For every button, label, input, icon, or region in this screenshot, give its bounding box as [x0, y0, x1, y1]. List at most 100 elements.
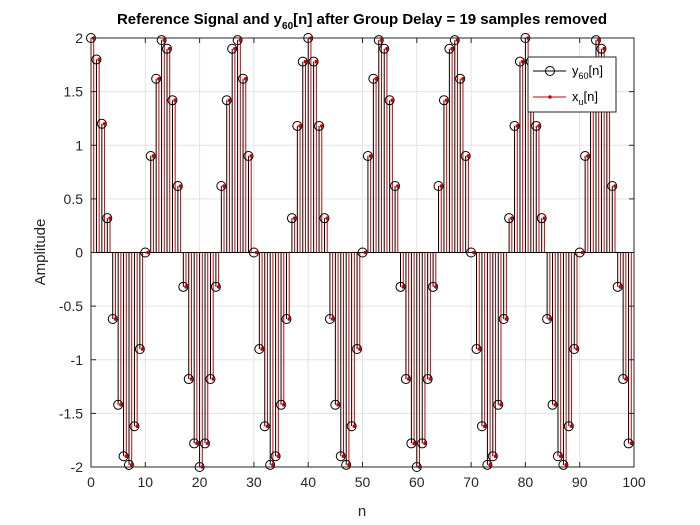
- xu-point: [276, 454, 281, 459]
- xu-point: [390, 98, 395, 103]
- xu-point: [385, 46, 389, 51]
- y-tick-label: -0.5: [59, 298, 83, 314]
- tick-labels: 0 10 20 30 40 50 60 70 80 90 100 -2 -1.5 -1 -0.5 0 0.5 1 1…: [59, 30, 646, 490]
- xu-point: [357, 347, 362, 351]
- x-tick-label: 60: [409, 474, 425, 490]
- y-tick-label: 0: [75, 245, 83, 261]
- stems-layer: [90, 38, 634, 467]
- legend-box: [527, 56, 617, 113]
- xu-point: [184, 285, 188, 289]
- xu-point: [374, 76, 378, 81]
- xu-point: [564, 463, 568, 467]
- xu-point: [412, 441, 416, 446]
- legend-marker-y60: [545, 66, 555, 76]
- x-tick-label: 50: [355, 474, 371, 490]
- xu-point: [336, 402, 340, 407]
- xu-point: [167, 46, 172, 51]
- xu-point: [537, 124, 541, 128]
- x-tick-label: 30: [246, 474, 262, 490]
- xu-point: [243, 76, 248, 81]
- xu-point: [553, 402, 558, 407]
- xu-point: [108, 216, 112, 220]
- xu-point: [281, 402, 286, 407]
- y-tick-label: -1.5: [59, 405, 83, 421]
- xu-point: [303, 59, 308, 64]
- xu-point: [119, 402, 123, 407]
- xu-point: [515, 124, 520, 128]
- x-axis-label: n: [358, 503, 366, 520]
- legend-label-xu: xu[n]: [572, 89, 598, 107]
- xu-point: [368, 154, 373, 158]
- xu-point: [379, 38, 384, 42]
- xu-point: [347, 463, 351, 467]
- xu-point: [124, 454, 129, 459]
- xu-point: [395, 184, 400, 188]
- y-axis-label: Amplitude: [32, 219, 49, 286]
- xu-point: [314, 59, 319, 64]
- xu-point: [455, 38, 460, 42]
- xu-point: [363, 250, 368, 255]
- x-tick-label: 80: [518, 474, 534, 490]
- legend-label-y60: y60[n]: [572, 63, 603, 81]
- xu-point: [298, 124, 302, 128]
- xu-point: [260, 347, 264, 351]
- xu-point: [129, 463, 134, 467]
- xu-point: [499, 402, 503, 407]
- xu-point: [542, 216, 547, 220]
- xu-point: [135, 424, 139, 429]
- xu-point: [461, 76, 465, 81]
- xu-point: [580, 250, 585, 255]
- xu-point: [195, 441, 199, 446]
- x-tick-label: 20: [192, 474, 208, 490]
- xu-point: [624, 377, 628, 381]
- xu-point: [146, 250, 150, 255]
- x-tick-label: 10: [138, 474, 154, 490]
- legend: y60[n] xu[n]: [527, 56, 617, 113]
- xu-point: [613, 184, 617, 188]
- xu-point: [271, 463, 275, 467]
- xu-point: [520, 59, 525, 64]
- xu-point: [97, 57, 101, 62]
- xu-point: [510, 216, 514, 220]
- xu-point: [618, 285, 623, 289]
- xu-point: [596, 38, 601, 42]
- y-tick-label: 0.5: [64, 191, 84, 207]
- xu-point: [102, 122, 107, 126]
- xu-point: [602, 46, 606, 51]
- xu-point: [575, 347, 579, 351]
- xu-point: [325, 216, 330, 220]
- xu-point: [569, 424, 574, 429]
- xu-point: [493, 454, 498, 459]
- xu-point: [249, 154, 253, 158]
- y-tick-label: 1.5: [64, 84, 84, 100]
- x-tick-label: 70: [463, 474, 479, 490]
- xu-point: [227, 98, 232, 103]
- xu-point: [466, 154, 471, 158]
- xu-point: [558, 454, 563, 459]
- xu-point: [157, 76, 161, 81]
- x-tick-label: 100: [622, 474, 646, 490]
- xu-point: [113, 317, 118, 321]
- xu-point: [548, 317, 552, 321]
- xu-point: [238, 38, 243, 42]
- xu-point: [189, 377, 194, 381]
- xu-point: [477, 347, 482, 351]
- xu-point: [211, 377, 215, 381]
- xu-point: [178, 184, 183, 188]
- x-tick-label: 0: [87, 474, 95, 490]
- xu-point: [140, 347, 145, 351]
- xu-point: [406, 377, 411, 381]
- xu-point: [319, 124, 324, 128]
- xu-point: [205, 441, 210, 446]
- xu-point: [428, 377, 433, 381]
- xu-point: [341, 454, 346, 459]
- xu-point: [352, 424, 357, 429]
- x-tick-label: 90: [572, 474, 588, 490]
- markers-layer: [86, 33, 634, 472]
- xu-point: [586, 154, 590, 158]
- xu-point: [488, 463, 492, 467]
- xu-point: [444, 98, 449, 103]
- x-tick-label: 40: [300, 474, 316, 490]
- y-tick-label: 1: [75, 137, 83, 153]
